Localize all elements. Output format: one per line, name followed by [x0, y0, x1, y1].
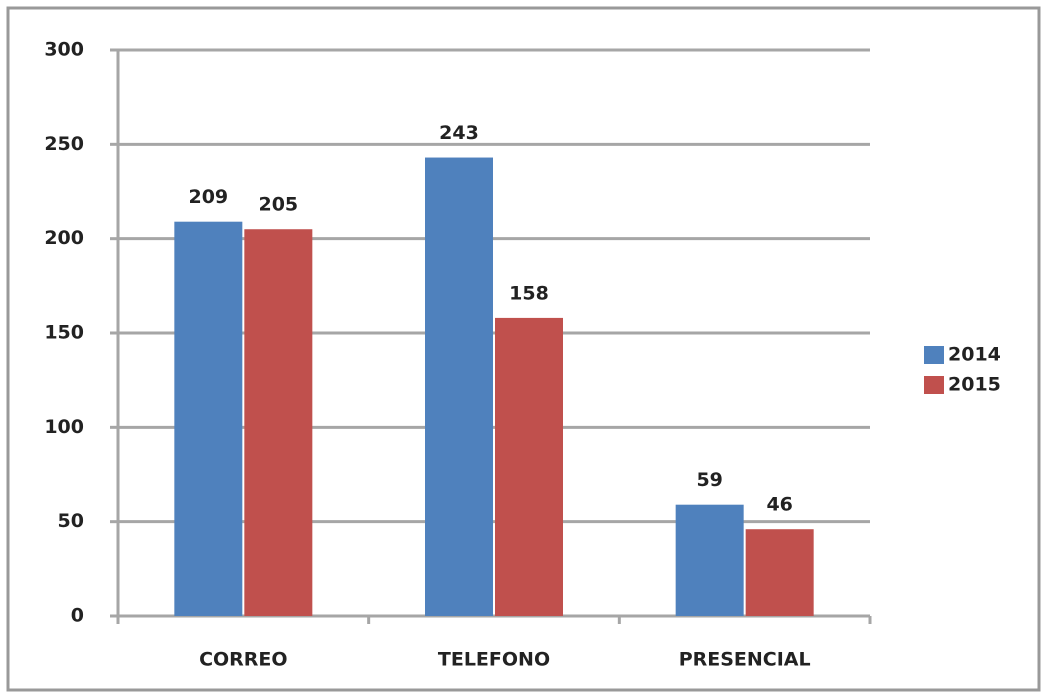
y-tick-label: 200 [44, 227, 84, 249]
data-label: 209 [188, 186, 228, 208]
data-label: 59 [696, 469, 722, 491]
legend-swatch [924, 346, 944, 364]
y-tick-label: 250 [44, 133, 84, 155]
y-tick-label: 150 [44, 322, 84, 344]
y-tick-label: 300 [44, 39, 84, 61]
x-tick-label: TELEFONO [438, 649, 550, 671]
bar [745, 529, 814, 616]
data-label: 46 [766, 494, 792, 516]
data-label: 158 [509, 282, 549, 304]
y-tick-label: 50 [58, 510, 84, 532]
x-tick-label: PRESENCIAL [679, 649, 811, 671]
x-tick-label: CORREO [199, 649, 288, 671]
bar [675, 504, 744, 616]
data-label: 205 [258, 194, 298, 216]
legend-label: 2015 [948, 374, 1001, 396]
y-tick-label: 100 [44, 416, 84, 438]
bar [425, 157, 493, 617]
bar [495, 317, 563, 616]
legend-swatch [924, 376, 944, 394]
bar [174, 221, 243, 617]
data-label: 243 [439, 122, 479, 144]
bar [244, 229, 313, 616]
y-tick-label: 0 [71, 605, 84, 627]
legend-label: 2014 [948, 344, 1001, 366]
